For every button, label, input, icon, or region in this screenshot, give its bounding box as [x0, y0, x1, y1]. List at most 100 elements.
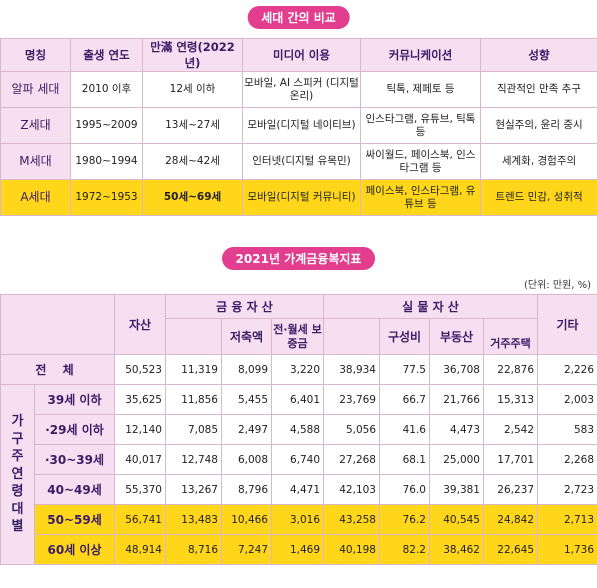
gen-media: 모바일(디지털 네이티브) [242, 107, 361, 144]
cell: 7,085 [165, 414, 222, 445]
cell: 50,523 [114, 354, 166, 385]
generation-table: 명칭 출생 연도 만滿 연령(2022년) 미디어 이용 커뮤니케이션 성향 알… [0, 38, 597, 216]
row-label: 60세 이상 [34, 534, 115, 565]
header-real-empty [323, 318, 380, 355]
cell: 38,462 [429, 534, 484, 565]
cell: 43,258 [323, 504, 380, 535]
gen-media: 모바일, AI 스피커 (디지털 온리) [242, 71, 361, 108]
header-savings: 저축액 [221, 318, 272, 355]
cell: 21,766 [429, 384, 484, 415]
gen-comm: 틱톡, 제페토 등 [360, 71, 481, 108]
table-row: M세대 1980~1994 28세~42세 인터넷(디지털 유목민) 싸이월드,… [0, 143, 597, 180]
cell: 13,483 [165, 504, 222, 535]
cell: 8,099 [221, 354, 272, 385]
cell: 25,000 [429, 444, 484, 475]
header-comm: 커뮤니케이션 [360, 38, 481, 72]
cell: 27,268 [323, 444, 380, 475]
row-label: 40~49세 [34, 474, 115, 505]
gen-comm: 인스타그램, 유튜브, 틱톡 등 [360, 107, 481, 144]
generation-title: 세대 간의 비교 [247, 6, 350, 29]
cell: 48,914 [114, 534, 166, 565]
cell: 22,876 [482, 354, 539, 385]
cell: 6,401 [271, 384, 324, 415]
gen-age: 12세 이하 [142, 71, 243, 108]
cell: 40,545 [429, 504, 484, 535]
cell: 40,198 [323, 534, 380, 565]
gen-birth: 1980~1994 [70, 143, 143, 180]
gen-birth: 1995~2009 [70, 107, 143, 144]
cell: 15,313 [482, 384, 539, 415]
corner-cell [0, 294, 115, 355]
cell: 13,267 [165, 474, 222, 505]
header-trait: 성향 [480, 38, 597, 72]
cell: 23,769 [323, 384, 380, 415]
header-deposit: 전·월세 보증금 [271, 318, 324, 355]
cell: 7,247 [221, 534, 272, 565]
cell: 3,220 [271, 354, 324, 385]
gen-comm: 싸이월드, 페이스북, 인스타그램 등 [360, 143, 481, 180]
cell: 4,473 [429, 414, 484, 445]
cell: 2,268 [537, 444, 597, 475]
cell: 11,319 [165, 354, 222, 385]
cell: 1,469 [271, 534, 324, 565]
table-row: ·29세 이하 12,140 7,085 2,497 4,588 5,056 4… [1, 414, 597, 445]
cell: 2,003 [537, 384, 597, 415]
gen-comm: 페이스북, 인스타그램, 유튜브 등 [360, 179, 481, 216]
gen-age: 28세~42세 [142, 143, 243, 180]
cell: 77.5 [379, 354, 430, 385]
header-birth: 출생 연도 [70, 38, 143, 72]
gen-name: A세대 [0, 179, 71, 216]
cell: 76.2 [379, 504, 430, 535]
cell: 2,497 [221, 414, 272, 445]
finance-table: 자산 금 융 자 산 실 물 자 산 기타 저축액 전·월세 보증금 구성비 부… [0, 294, 597, 565]
cell: 12,140 [114, 414, 166, 445]
cell: 1,736 [537, 534, 597, 565]
table-row-highlighted: 50~59세 56,741 13,483 10,466 3,016 43,258… [1, 504, 597, 535]
header-name: 명칭 [0, 38, 71, 72]
table-row: 40~49세 55,370 13,267 8,796 4,471 42,103 … [1, 474, 597, 505]
cell: 82.2 [379, 534, 430, 565]
cell: 26,237 [482, 474, 539, 505]
cell: 41.6 [379, 414, 430, 445]
gen-age: 13세~27세 [142, 107, 243, 144]
gen-trait: 세계화, 경험주의 [480, 143, 597, 180]
unit-note: (단위: 만원, %) [523, 280, 591, 291]
cell: 10,466 [221, 504, 272, 535]
finance-title: 2021년 가계금융복지표 [221, 247, 376, 270]
generation-header-row: 명칭 출생 연도 만滿 연령(2022년) 미디어 이용 커뮤니케이션 성향 [0, 38, 597, 72]
cell: 8,716 [165, 534, 222, 565]
row-label: ·29세 이하 [34, 414, 115, 445]
cell: 38,934 [323, 354, 380, 385]
cell: 2,713 [537, 504, 597, 535]
cell: 5,455 [221, 384, 272, 415]
table-row: Z세대 1995~2009 13세~27세 모바일(디지털 네이티브) 인스타그… [0, 107, 597, 144]
gen-birth: 2010 이후 [70, 71, 143, 108]
cell: 55,370 [114, 474, 166, 505]
cell: 583 [537, 414, 597, 445]
table-row-highlighted: 60세 이상 48,914 8,716 7,247 1,469 40,198 8… [1, 534, 597, 565]
header-residence-top [482, 318, 539, 333]
cell: 6,740 [271, 444, 324, 475]
cell: 2,542 [482, 414, 539, 445]
gen-media: 모바일(디지털 커뮤니티) [242, 179, 361, 216]
gen-trait: 트렌드 민감, 성취적 [480, 179, 597, 216]
row-label: 50~59세 [34, 504, 115, 535]
gen-trait: 현실주의, 윤리 중시 [480, 107, 597, 144]
cell: 2,723 [537, 474, 597, 505]
gen-name: Z세대 [0, 107, 71, 144]
cell: 76.0 [379, 474, 430, 505]
header-other: 기타 [537, 294, 597, 355]
table-row-total: 전 체 50,523 11,319 8,099 3,220 38,934 77.… [0, 354, 597, 385]
cell: 36,708 [429, 354, 484, 385]
gen-name: 알파 세대 [0, 71, 71, 108]
cell: 66.7 [379, 384, 430, 415]
gen-trait: 직관적인 만족 추구 [480, 71, 597, 108]
header-media: 미디어 이용 [242, 38, 361, 72]
header-real-assets: 실 물 자 산 [322, 294, 539, 319]
cell: 24,842 [482, 504, 539, 535]
cell: 68.1 [379, 444, 430, 475]
cell: 6,008 [221, 444, 272, 475]
cell: 4,588 [271, 414, 324, 445]
